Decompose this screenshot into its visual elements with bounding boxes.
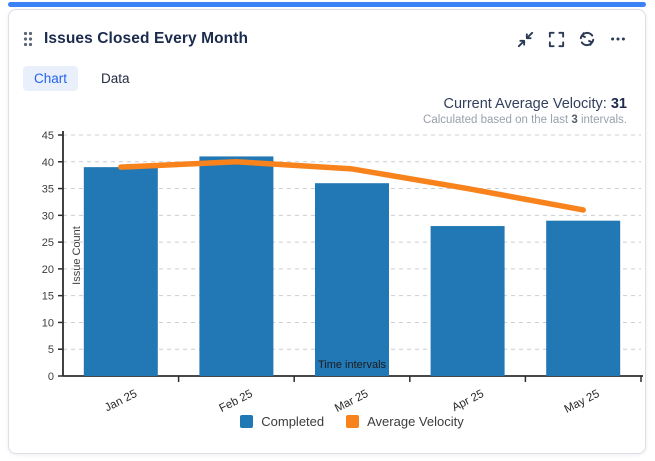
widget-title: Issues Closed Every Month — [44, 30, 249, 47]
more-options-button[interactable] — [607, 28, 629, 50]
fullscreen-button[interactable] — [545, 28, 567, 50]
bar-Jan 25[interactable] — [83, 167, 158, 376]
velocity-note: Calculated based on the last 3 intervals… — [423, 114, 627, 126]
y-tick-label: 35 — [42, 184, 54, 196]
bar-Feb 25[interactable] — [199, 156, 274, 376]
y-tick-label: 30 — [42, 210, 54, 222]
widget-header: Issues Closed Every Month — [23, 27, 629, 51]
legend-label-completed: Completed — [261, 413, 325, 429]
velocity-label: Current Average Velocity: — [443, 96, 611, 112]
chart-legend: Completed Average Velocity — [57, 410, 647, 432]
refresh-button[interactable] — [576, 28, 598, 50]
bar-Mar 25[interactable] — [315, 183, 389, 376]
legend-item-average-velocity[interactable]: Average Velocity — [346, 414, 464, 429]
legend-swatch-average-velocity — [346, 414, 360, 428]
refresh-icon — [577, 29, 597, 49]
fullscreen-icon — [547, 30, 566, 49]
header-actions — [514, 28, 629, 50]
bar-Apr 25[interactable] — [430, 226, 505, 376]
legend-item-completed[interactable]: Completed — [240, 414, 324, 429]
y-tick-label: 25 — [42, 237, 54, 249]
y-tick-label: 45 — [42, 130, 54, 142]
velocity-summary: Current Average Velocity: 31 Calculated … — [423, 96, 627, 126]
legend-label-average-velocity: Average Velocity — [367, 413, 464, 429]
widget-card: Issues Closed Every Month — [8, 9, 646, 454]
tab-chart[interactable]: Chart — [23, 66, 79, 91]
drag-drop-indicator — [8, 2, 646, 7]
velocity-value-line: Current Average Velocity: 31 — [423, 96, 627, 112]
y-tick-label: 15 — [42, 291, 54, 303]
y-tick-label: 0 — [48, 371, 54, 383]
drag-handle-icon[interactable] — [23, 30, 35, 48]
y-tick-label: 5 — [48, 344, 54, 356]
ellipsis-icon — [609, 30, 627, 48]
collapse-icon — [516, 30, 535, 49]
x-axis-title: Time intervals — [318, 359, 387, 371]
tab-data[interactable]: Data — [101, 71, 130, 86]
legend-swatch-completed — [240, 414, 254, 428]
y-tick-label: 10 — [42, 317, 54, 329]
velocity-value: 31 — [610, 96, 627, 112]
y-tick-label: 40 — [42, 157, 54, 169]
issues-closed-chart: 0 5 10 15 20 25 30 35 40 45 Issue Count Time interv… — [42, 130, 643, 416]
collapse-button[interactable] — [514, 28, 536, 50]
y-axis-title: Issue Count — [71, 226, 83, 285]
y-tick-label: 20 — [42, 264, 54, 276]
average-velocity-line[interactable] — [118, 159, 586, 213]
view-tabs: Chart Data — [23, 66, 141, 91]
bar-May 25[interactable] — [546, 220, 621, 376]
